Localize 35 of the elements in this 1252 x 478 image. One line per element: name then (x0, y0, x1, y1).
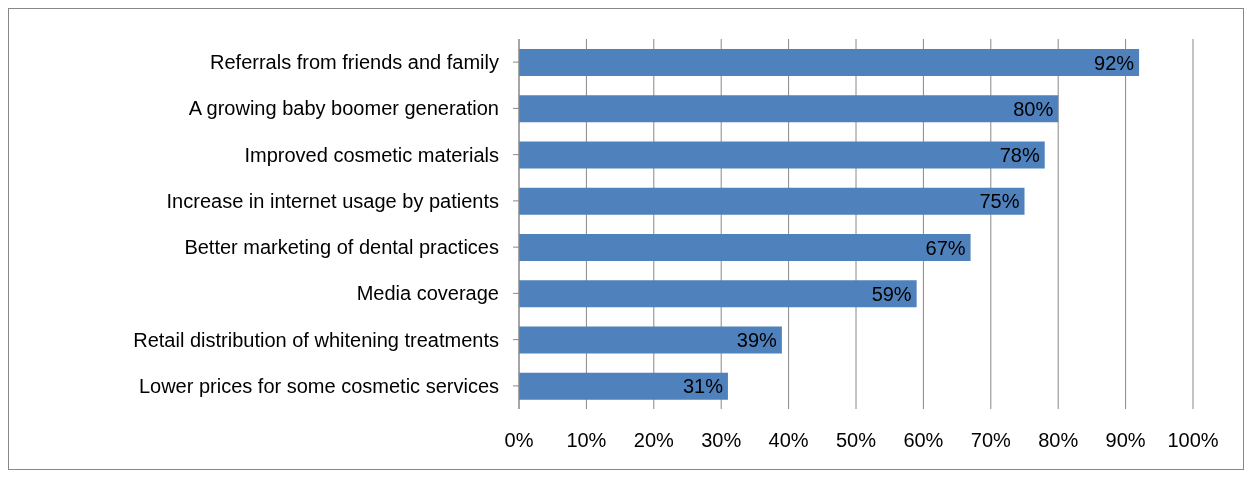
x-tick-label: 60% (903, 429, 944, 452)
x-tick-label: 0% (504, 429, 534, 452)
y-tick-label: Increase in internet usage by patients (166, 189, 499, 212)
x-tick-label: 20% (633, 429, 675, 452)
data-label: 92% (1094, 51, 1135, 74)
x-tick-label: 100% (1167, 429, 1219, 452)
data-label: 67% (925, 236, 966, 259)
y-tick-label: Improved cosmetic materials (244, 143, 499, 166)
data-label: 39% (736, 329, 778, 352)
bar (519, 187, 1025, 215)
x-tick-label: 10% (566, 429, 607, 452)
y-tick-label: A growing baby boomer generation (188, 97, 499, 120)
x-tick-label: 50% (835, 429, 877, 452)
y-tick-label: Media coverage (356, 282, 499, 305)
bar (519, 49, 1140, 76)
x-tick-label: 30% (701, 429, 742, 452)
bar (519, 95, 1059, 123)
x-tick-label: 40% (768, 429, 809, 452)
data-label: 75% (979, 190, 1020, 213)
y-tick-label: Lower prices for some cosmetic services (138, 374, 499, 397)
y-tick-label: Referrals from friends and family (210, 51, 499, 74)
bar (519, 372, 728, 400)
data-label: 59% (871, 282, 912, 305)
data-label: 80% (1013, 97, 1054, 120)
bar (519, 234, 971, 261)
bar (519, 326, 782, 354)
data-label: 78% (999, 144, 1040, 167)
data-label: 31% (682, 375, 724, 398)
bar (519, 280, 917, 308)
y-tick-label: Better marketing of dental practices (184, 236, 499, 259)
x-tick-label: 90% (1105, 429, 1146, 452)
x-tick-label: 80% (1038, 429, 1079, 452)
y-tick-label: Retail distribution of whitening treatments (133, 328, 499, 351)
bar (519, 141, 1045, 169)
x-tick-label: 70% (970, 429, 1012, 452)
